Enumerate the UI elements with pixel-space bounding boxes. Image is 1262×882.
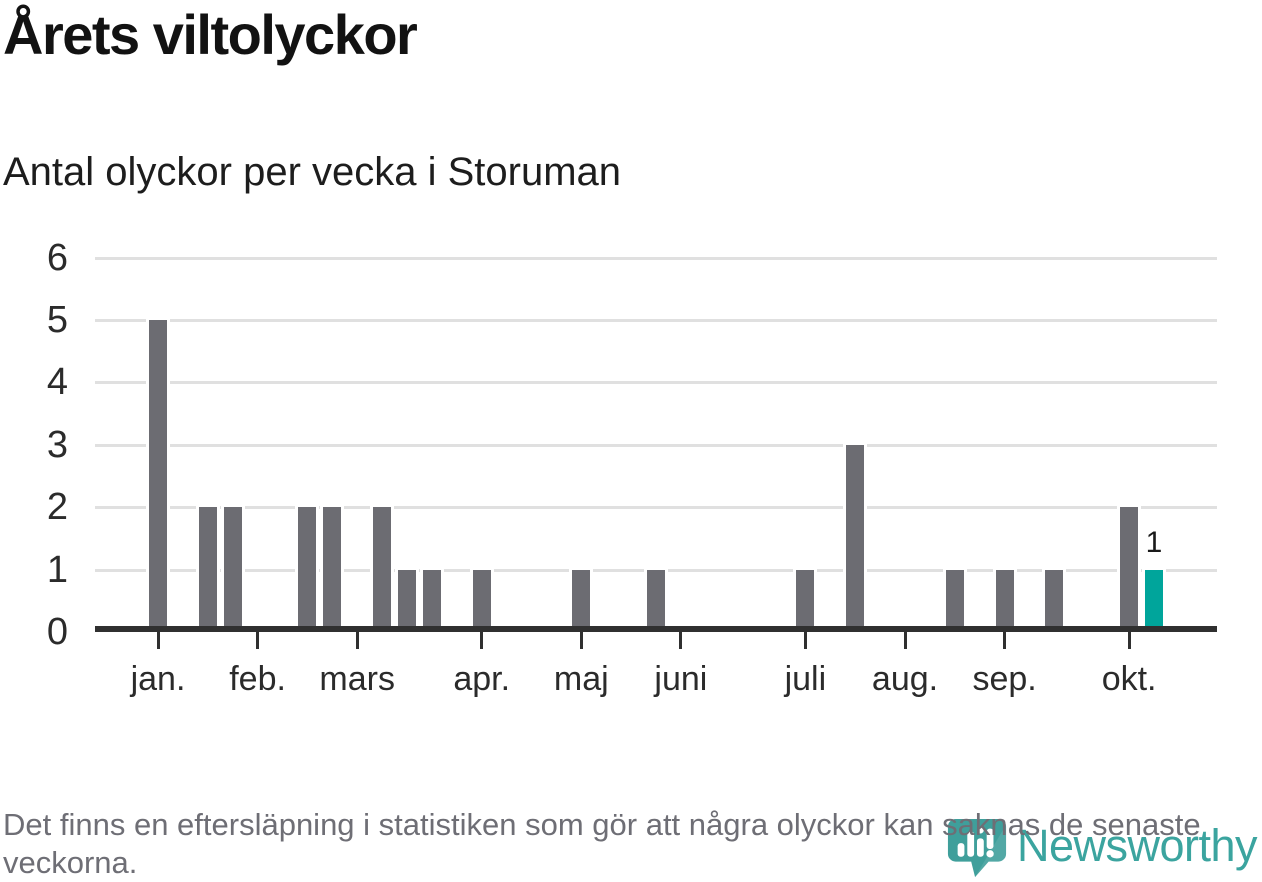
- x-tick-juli: [803, 632, 807, 649]
- x-tick-apr: [480, 632, 484, 649]
- bar-week-39: [1120, 507, 1139, 632]
- y-tick-label-3: 3: [46, 423, 68, 466]
- bar-week-2: [198, 507, 217, 632]
- x-tick-label-feb: feb.: [229, 660, 286, 698]
- x-tick-sep: [1003, 632, 1007, 649]
- x-tick-juni: [679, 632, 683, 649]
- x-tick-label-apr: apr.: [453, 660, 511, 698]
- bar-week-20: [647, 569, 665, 632]
- newsworthy-wordmark: Newsworthy: [1017, 820, 1258, 871]
- chart-subtitle: Antal olyckor per vecka i Storuman: [3, 150, 622, 194]
- y-tick-label-2: 2: [46, 486, 68, 529]
- x-tick-label-juni: juni: [654, 660, 708, 698]
- x-tick-label-okt: okt.: [1101, 660, 1157, 698]
- y-tick-label-4: 4: [46, 361, 68, 404]
- bar-week-6: [298, 507, 317, 632]
- x-tick-maj: [579, 632, 583, 649]
- page-title: Årets viltolyckor: [3, 3, 418, 66]
- y-tick-label-0: 0: [46, 611, 68, 653]
- gridline-y2: [95, 506, 1217, 510]
- newsworthy-pin-barchart-icon: [947, 818, 1007, 878]
- x-tick-okt: [1127, 632, 1131, 649]
- bar-week-32: [945, 569, 964, 632]
- x-tick-mars: [355, 632, 359, 649]
- x-tick-jan: [156, 632, 160, 649]
- bar-week-3: [223, 507, 242, 632]
- footer-note: Det finns en eftersläpning i statistiken…: [3, 807, 1201, 880]
- x-tick-feb: [256, 632, 260, 649]
- bar-week-7: [323, 507, 342, 632]
- y-tick-label-5: 5: [46, 299, 68, 341]
- bar-week-26: [796, 569, 815, 632]
- y-tick-label-1: 1: [46, 548, 68, 591]
- bar-week-36: [1045, 569, 1064, 632]
- bar-week-13: [472, 569, 491, 632]
- gridline-y4: [95, 381, 1217, 385]
- bar-week-10: [398, 569, 416, 632]
- x-tick-label-mars: mars: [319, 660, 395, 698]
- bar-week-11: [422, 569, 441, 632]
- bar-chart: 0 1 2 3 4 5 6 jan. feb. mars apr. maj juni juli aug. se…: [46, 236, 1217, 698]
- bar-week-40-highlighted: [1145, 569, 1163, 632]
- gridline-y3: [95, 443, 1217, 447]
- bar-week-9: [373, 507, 392, 632]
- x-tick-label-juli: juli: [784, 660, 827, 698]
- newsworthy-logo: Newsworthy: [946, 817, 1258, 879]
- x-tick-label-maj: maj: [553, 660, 609, 698]
- x-tick-aug: [903, 632, 907, 649]
- bar-week-17: [572, 569, 591, 632]
- highlight-value-label: 1: [1145, 525, 1163, 559]
- x-tick-label-aug: aug.: [871, 660, 939, 698]
- bar-week-28: [846, 444, 865, 632]
- y-tick-label-6: 6: [46, 236, 68, 279]
- bar-week-0: [149, 320, 167, 632]
- gridline-y5: [95, 319, 1217, 322]
- x-axis-line: [95, 626, 1217, 632]
- gridline-y6: [95, 256, 1217, 260]
- x-tick-label-jan: jan.: [130, 660, 186, 698]
- x-tick-label-sep: sep.: [972, 660, 1037, 698]
- bar-week-34: [995, 569, 1014, 632]
